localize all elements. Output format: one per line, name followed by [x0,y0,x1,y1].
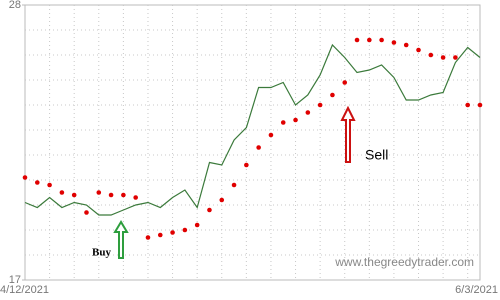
sar-dot [379,37,384,43]
marks [22,37,483,240]
sar-dot [342,80,348,85]
sar-dot [84,210,89,215]
sar-dot [157,232,163,238]
sar-dot [207,207,212,213]
sar-dot [256,145,261,150]
plot-area [24,4,481,281]
price-line [24,43,481,216]
sar-dot [145,235,151,240]
sar-dot [354,37,360,43]
sell-arrow [340,105,356,163]
sar-dot [477,102,483,108]
sar-dot [317,102,323,108]
sar-dot [219,197,225,203]
sar-dot [121,192,126,198]
sar-dot [108,192,114,198]
sar-dot [268,132,274,138]
y-tick-label: 28 [9,0,21,11]
sar-dot [71,192,77,198]
sar-dot [231,182,237,188]
sell-label: Sell [365,147,388,163]
sar-dot [391,40,397,45]
sar-dot [403,42,409,48]
sar-dot [133,195,138,200]
sar-dot [330,92,335,98]
y-tick-label: 17 [9,274,21,286]
sar-dot [440,55,446,60]
sar-dot [293,117,298,123]
buy-arrow [113,220,129,259]
sar-dot [59,190,65,195]
sar-dot [280,120,286,125]
sar-dot [96,190,102,195]
sar-dot [170,230,175,235]
sar-dot [453,55,458,60]
sar-dot [182,227,188,233]
sar-dot [22,175,28,180]
sar-dot [367,37,372,43]
sar-dot [305,110,311,115]
sar-dot [428,52,434,58]
sar-dot [194,222,200,228]
sar-dot [465,102,471,108]
sar-dot [244,162,249,168]
sar-dot [34,180,40,185]
x-tick-label: 6/3/2021 [455,284,498,296]
buy-label: Buy [92,247,111,259]
sar-dot [416,47,421,53]
watermark: www.thegreedytrader.com [334,255,474,269]
sar-dot [47,182,52,188]
x-tick-label: 4/12/2021 [0,284,49,296]
